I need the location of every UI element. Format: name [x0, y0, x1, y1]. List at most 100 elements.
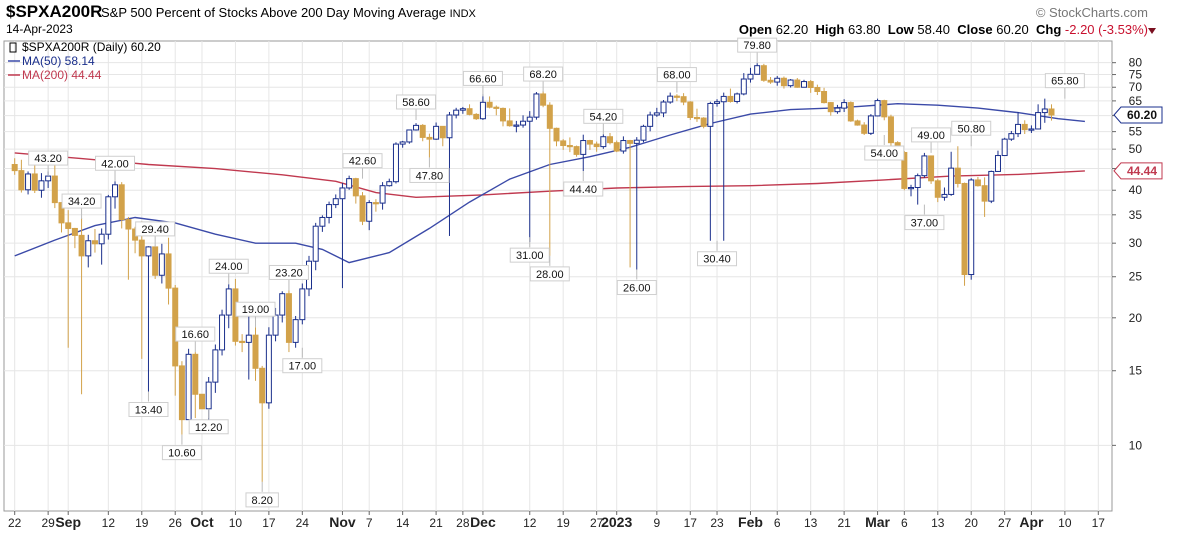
annotation-label: 44.40: [569, 184, 597, 196]
candle: [165, 237, 172, 305]
annotation-label: 8.20: [251, 495, 272, 507]
candle-body: [640, 125, 647, 141]
candle-body: [707, 102, 714, 127]
candle: [91, 229, 98, 253]
x-tick-label: 9: [653, 516, 660, 530]
annotation-label: 79.80: [743, 40, 771, 52]
gridlines: [4, 41, 1112, 511]
candle-body: [566, 145, 573, 148]
price-annotation: 16.60: [175, 326, 216, 353]
price-annotation: 17.00: [282, 347, 323, 374]
annotation-box: [1044, 73, 1085, 89]
annotation-box: [245, 492, 279, 508]
candles-series: [11, 63, 1055, 482]
annotation-label: 42.00: [101, 158, 129, 170]
candle-body: [794, 79, 801, 88]
candle-body: [285, 293, 292, 343]
candle: [613, 140, 620, 153]
annotation-label: 43.20: [34, 153, 62, 165]
candle: [152, 245, 159, 279]
candle: [138, 221, 145, 359]
candle-body: [38, 180, 45, 191]
candle: [553, 127, 560, 147]
y-tick-label: 30: [1129, 236, 1143, 250]
candle: [861, 122, 868, 136]
candle: [814, 84, 821, 96]
annotation-label: 54.00: [870, 148, 898, 160]
candle: [586, 139, 593, 150]
candle: [1001, 137, 1008, 157]
candle-body: [212, 349, 219, 383]
candle-body: [620, 140, 627, 152]
x-axis: 22 29 Sep 12 19 26 Oct 10 17 24 Nov 7 14 21 28 Dec 12 19 2…: [8, 511, 1105, 530]
candle: [807, 80, 814, 93]
candle: [51, 163, 58, 209]
candle-body: [948, 167, 955, 195]
candle-body: [18, 170, 25, 191]
candle: [1008, 130, 1015, 141]
candle-body: [981, 185, 988, 202]
candle-body: [459, 108, 466, 111]
candle-body: [138, 239, 145, 257]
x-tick-label: 24: [296, 516, 310, 530]
y-tick-label: 75: [1129, 68, 1143, 82]
annotation-label: 10.60: [168, 448, 196, 460]
high-value: 63.80: [848, 22, 881, 37]
candle: [185, 348, 192, 421]
candle-body: [787, 79, 794, 87]
price-annotation: 28.00: [529, 255, 570, 282]
chg-value: -2.20 (-3.53%): [1064, 22, 1148, 37]
candle: [647, 111, 654, 132]
candle: [526, 111, 533, 242]
candle-body: [259, 367, 266, 404]
candle-body: [867, 115, 874, 134]
candle: [974, 176, 981, 187]
candle-body: [800, 81, 807, 88]
candle-body: [419, 124, 426, 138]
ma200-value-tag-label: 44.44: [1127, 164, 1157, 178]
candle-body: [366, 202, 373, 222]
candle-body: [85, 240, 92, 257]
candle-body: [533, 93, 540, 118]
candle-body: [774, 77, 781, 83]
candle-body: [727, 95, 734, 102]
annotation-box: [616, 280, 657, 296]
open-value: 62.20: [775, 22, 809, 37]
close-value: 60.20: [996, 22, 1029, 37]
candle-body: [814, 87, 821, 93]
x-tick-label: 10: [1058, 516, 1072, 530]
candle: [453, 107, 460, 119]
candle: [105, 194, 112, 240]
candle: [787, 79, 794, 88]
x-tick-label: Dec: [470, 514, 496, 530]
candle-body: [854, 120, 861, 126]
candle-body: [1041, 108, 1048, 114]
annotation-box: [128, 401, 169, 417]
candle: [386, 178, 393, 187]
candle: [332, 194, 339, 209]
candle: [426, 133, 433, 158]
annotation-box: [282, 358, 323, 374]
candle-body: [379, 185, 386, 204]
annotation-label: 58.60: [402, 97, 430, 109]
candle-body: [312, 225, 319, 262]
candle-body: [352, 178, 359, 197]
price-annotation: 58.60: [396, 94, 437, 120]
x-tick-label: Feb: [738, 514, 763, 530]
candle-body: [372, 202, 379, 205]
annotation-label: 19.00: [242, 304, 270, 316]
candle-body: [499, 107, 506, 122]
candle-body: [887, 116, 894, 144]
candle-body: [961, 182, 968, 276]
y-tick-label: 65: [1129, 94, 1143, 108]
candle-body: [71, 227, 78, 236]
chart-date: 14-Apr-2023: [6, 22, 73, 36]
annotation-label: 16.60: [182, 329, 210, 341]
price-annotation: 12.20: [188, 408, 229, 435]
symbol-title: $SPXA200R: [6, 2, 103, 21]
candle-body: [908, 186, 915, 190]
candle-body: [332, 198, 339, 206]
price-annotation: 42.60: [342, 153, 383, 179]
candle: [466, 104, 473, 116]
y-tick-label: 25: [1129, 270, 1143, 284]
